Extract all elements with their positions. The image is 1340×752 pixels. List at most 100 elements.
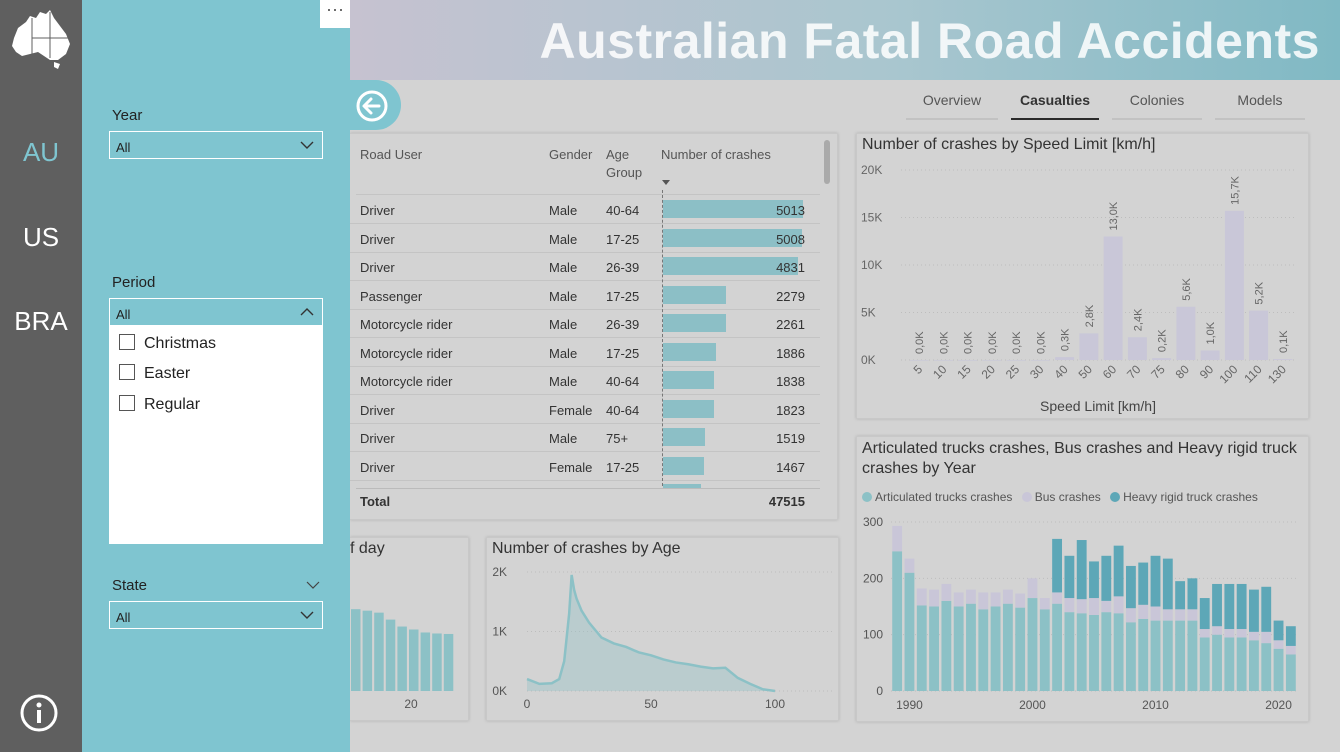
- stacked-bar-segment: [953, 592, 964, 607]
- cell-gender: Male: [549, 203, 578, 218]
- cell-road-user: Driver: [360, 402, 395, 418]
- info-icon[interactable]: [19, 693, 59, 733]
- nav-item-au[interactable]: AU: [22, 137, 60, 167]
- checkbox[interactable]: [119, 334, 135, 350]
- legend-bus[interactable]: Bus crashes: [1021, 490, 1101, 504]
- tab-models[interactable]: Models: [1215, 86, 1305, 120]
- x-tick-label: 110: [1241, 362, 1265, 386]
- stacked-bar-segment: [1261, 643, 1272, 691]
- col-header-age-group[interactable]: Age Group: [606, 147, 643, 180]
- state-dropdown[interactable]: All: [109, 601, 323, 629]
- stacked-bar-segment: [1150, 606, 1161, 621]
- stacked-bar-segment: [941, 600, 952, 691]
- age-line: [526, 574, 776, 693]
- stacked-bar-segment: [1138, 618, 1149, 691]
- stacked-bar-segment: [1076, 540, 1087, 600]
- collapse-filter-button[interactable]: [350, 80, 401, 130]
- legend-articulated[interactable]: Articulated trucks crashes: [862, 490, 1012, 504]
- crashes-databar: [663, 257, 798, 275]
- time-of-day-chart-svg: 20: [351, 609, 454, 711]
- table-row[interactable]: Motorcycle rider Male 40-64 1838: [350, 367, 820, 395]
- col-header-crashes[interactable]: Number of crashes: [661, 147, 771, 162]
- casualties-table: Road User Gender Age Group Number of cra…: [350, 133, 838, 520]
- stacked-bar-segment: [1285, 645, 1296, 655]
- year-dropdown[interactable]: All: [109, 131, 323, 159]
- stacked-bar-segment: [1236, 629, 1247, 638]
- stacked-bar-segment: [1273, 648, 1284, 691]
- cell-crashes: 1467: [776, 459, 805, 475]
- x-tick-label: 25: [1003, 362, 1023, 382]
- stacked-bar-segment: [1187, 609, 1198, 621]
- cell-age-group: 75+: [606, 431, 629, 446]
- nav-item-us[interactable]: US: [22, 222, 60, 252]
- stacked-bar-segment: [1162, 620, 1173, 691]
- speed-chart-title: Number of crashes by Speed Limit [km/h]: [862, 136, 1156, 153]
- y-tick-label: 100: [863, 628, 883, 642]
- x-tick-label: 1990: [896, 698, 923, 712]
- stacked-bar-segment: [1224, 629, 1235, 638]
- period-option-easter[interactable]: Easter: [119, 364, 190, 383]
- table-row[interactable]: Driver Female 40-64 1823: [350, 396, 820, 424]
- cell-age-group: 26-39: [606, 317, 640, 332]
- y-tick-label: 2K: [492, 565, 507, 579]
- cell-gender: Female: [549, 402, 593, 418]
- table-row[interactable]: Driver Male 26-39 4831: [350, 253, 820, 281]
- hour-bar: [374, 612, 384, 691]
- cell-crashes: 1838: [776, 374, 805, 389]
- legend-heavy-rigid[interactable]: Heavy rigid truck crashes: [1110, 490, 1258, 504]
- tab-overview[interactable]: Overview: [906, 86, 998, 120]
- stacked-bar-segment: [953, 606, 964, 691]
- table-row[interactable]: Driver Male 40-64 5013: [350, 196, 820, 224]
- y-tick-label: 15K: [861, 211, 882, 225]
- stacked-bar-segment: [1015, 593, 1026, 608]
- chevron-down-icon[interactable]: [306, 580, 320, 590]
- stacked-bar-segment: [1138, 562, 1149, 605]
- cell-gender: Male: [549, 374, 578, 389]
- period-option-regular[interactable]: Regular: [119, 395, 200, 414]
- data-label: 5,2K: [1254, 281, 1266, 304]
- stacked-bar-segment: [892, 551, 903, 691]
- stacked-bar-segment: [1249, 589, 1259, 632]
- col-header-road-user[interactable]: Road User: [360, 147, 423, 162]
- y-tick-label: 0K: [861, 353, 876, 367]
- speed-limit-chart: Number of crashes by Speed Limit [km/h] …: [856, 133, 1309, 419]
- more-options-button[interactable]: ···: [320, 0, 350, 28]
- table-row[interactable]: Driver Female 17-25 1467: [350, 453, 820, 481]
- stacked-bar-segment: [1101, 600, 1112, 613]
- table-row[interactable]: Passenger Male 17-25 2279: [350, 282, 820, 310]
- table-row[interactable]: Motorcycle rider Male 26-39 2261: [350, 310, 820, 338]
- stacked-bar-segment: [1162, 558, 1173, 610]
- table-row[interactable]: Driver Male 17-25 5008: [350, 225, 820, 253]
- stacked-bar-segment: [1089, 614, 1099, 691]
- y-tick-label: 0: [876, 684, 883, 698]
- stacked-bar-segment: [1089, 598, 1099, 615]
- data-label: 0,2K: [1157, 329, 1169, 352]
- checkbox[interactable]: [119, 364, 135, 380]
- stacked-bar-segment: [1175, 581, 1186, 610]
- period-option-christmas[interactable]: Christmas: [119, 334, 216, 353]
- table-row[interactable]: Driver Male 75+ 1519: [350, 424, 820, 452]
- x-tick-label: 100: [1216, 362, 1240, 386]
- nav-item-bra[interactable]: BRA: [14, 306, 68, 336]
- state-filter-label: State: [112, 577, 148, 594]
- stacked-bar-segment: [1261, 631, 1272, 644]
- tab-colonies[interactable]: Colonies: [1112, 86, 1202, 120]
- checkbox[interactable]: [119, 395, 135, 411]
- cell-gender: Male: [549, 288, 578, 304]
- col-header-gender[interactable]: Gender: [549, 147, 593, 162]
- stacked-bar-segment: [1027, 578, 1038, 599]
- cell-age-group: 17-25: [606, 459, 640, 475]
- arrow-left-circle-icon: [356, 90, 388, 122]
- table-row[interactable]: Motorcycle rider Male 17-25 1886: [350, 339, 820, 367]
- tab-casualties[interactable]: Casualties: [1011, 86, 1099, 120]
- period-dropdown[interactable]: All: [109, 298, 323, 326]
- table-scrollbar[interactable]: [824, 140, 830, 184]
- hour-bar: [420, 632, 431, 691]
- sort-descending-icon[interactable]: [662, 180, 670, 185]
- hour-bar: [385, 619, 396, 691]
- cell-age-group: 40-64: [606, 402, 640, 418]
- chevron-down-icon: [300, 141, 314, 149]
- speed-bar: [1152, 358, 1172, 360]
- stacked-bar-segment: [1089, 561, 1099, 599]
- stacked-bar-segment: [1064, 555, 1075, 599]
